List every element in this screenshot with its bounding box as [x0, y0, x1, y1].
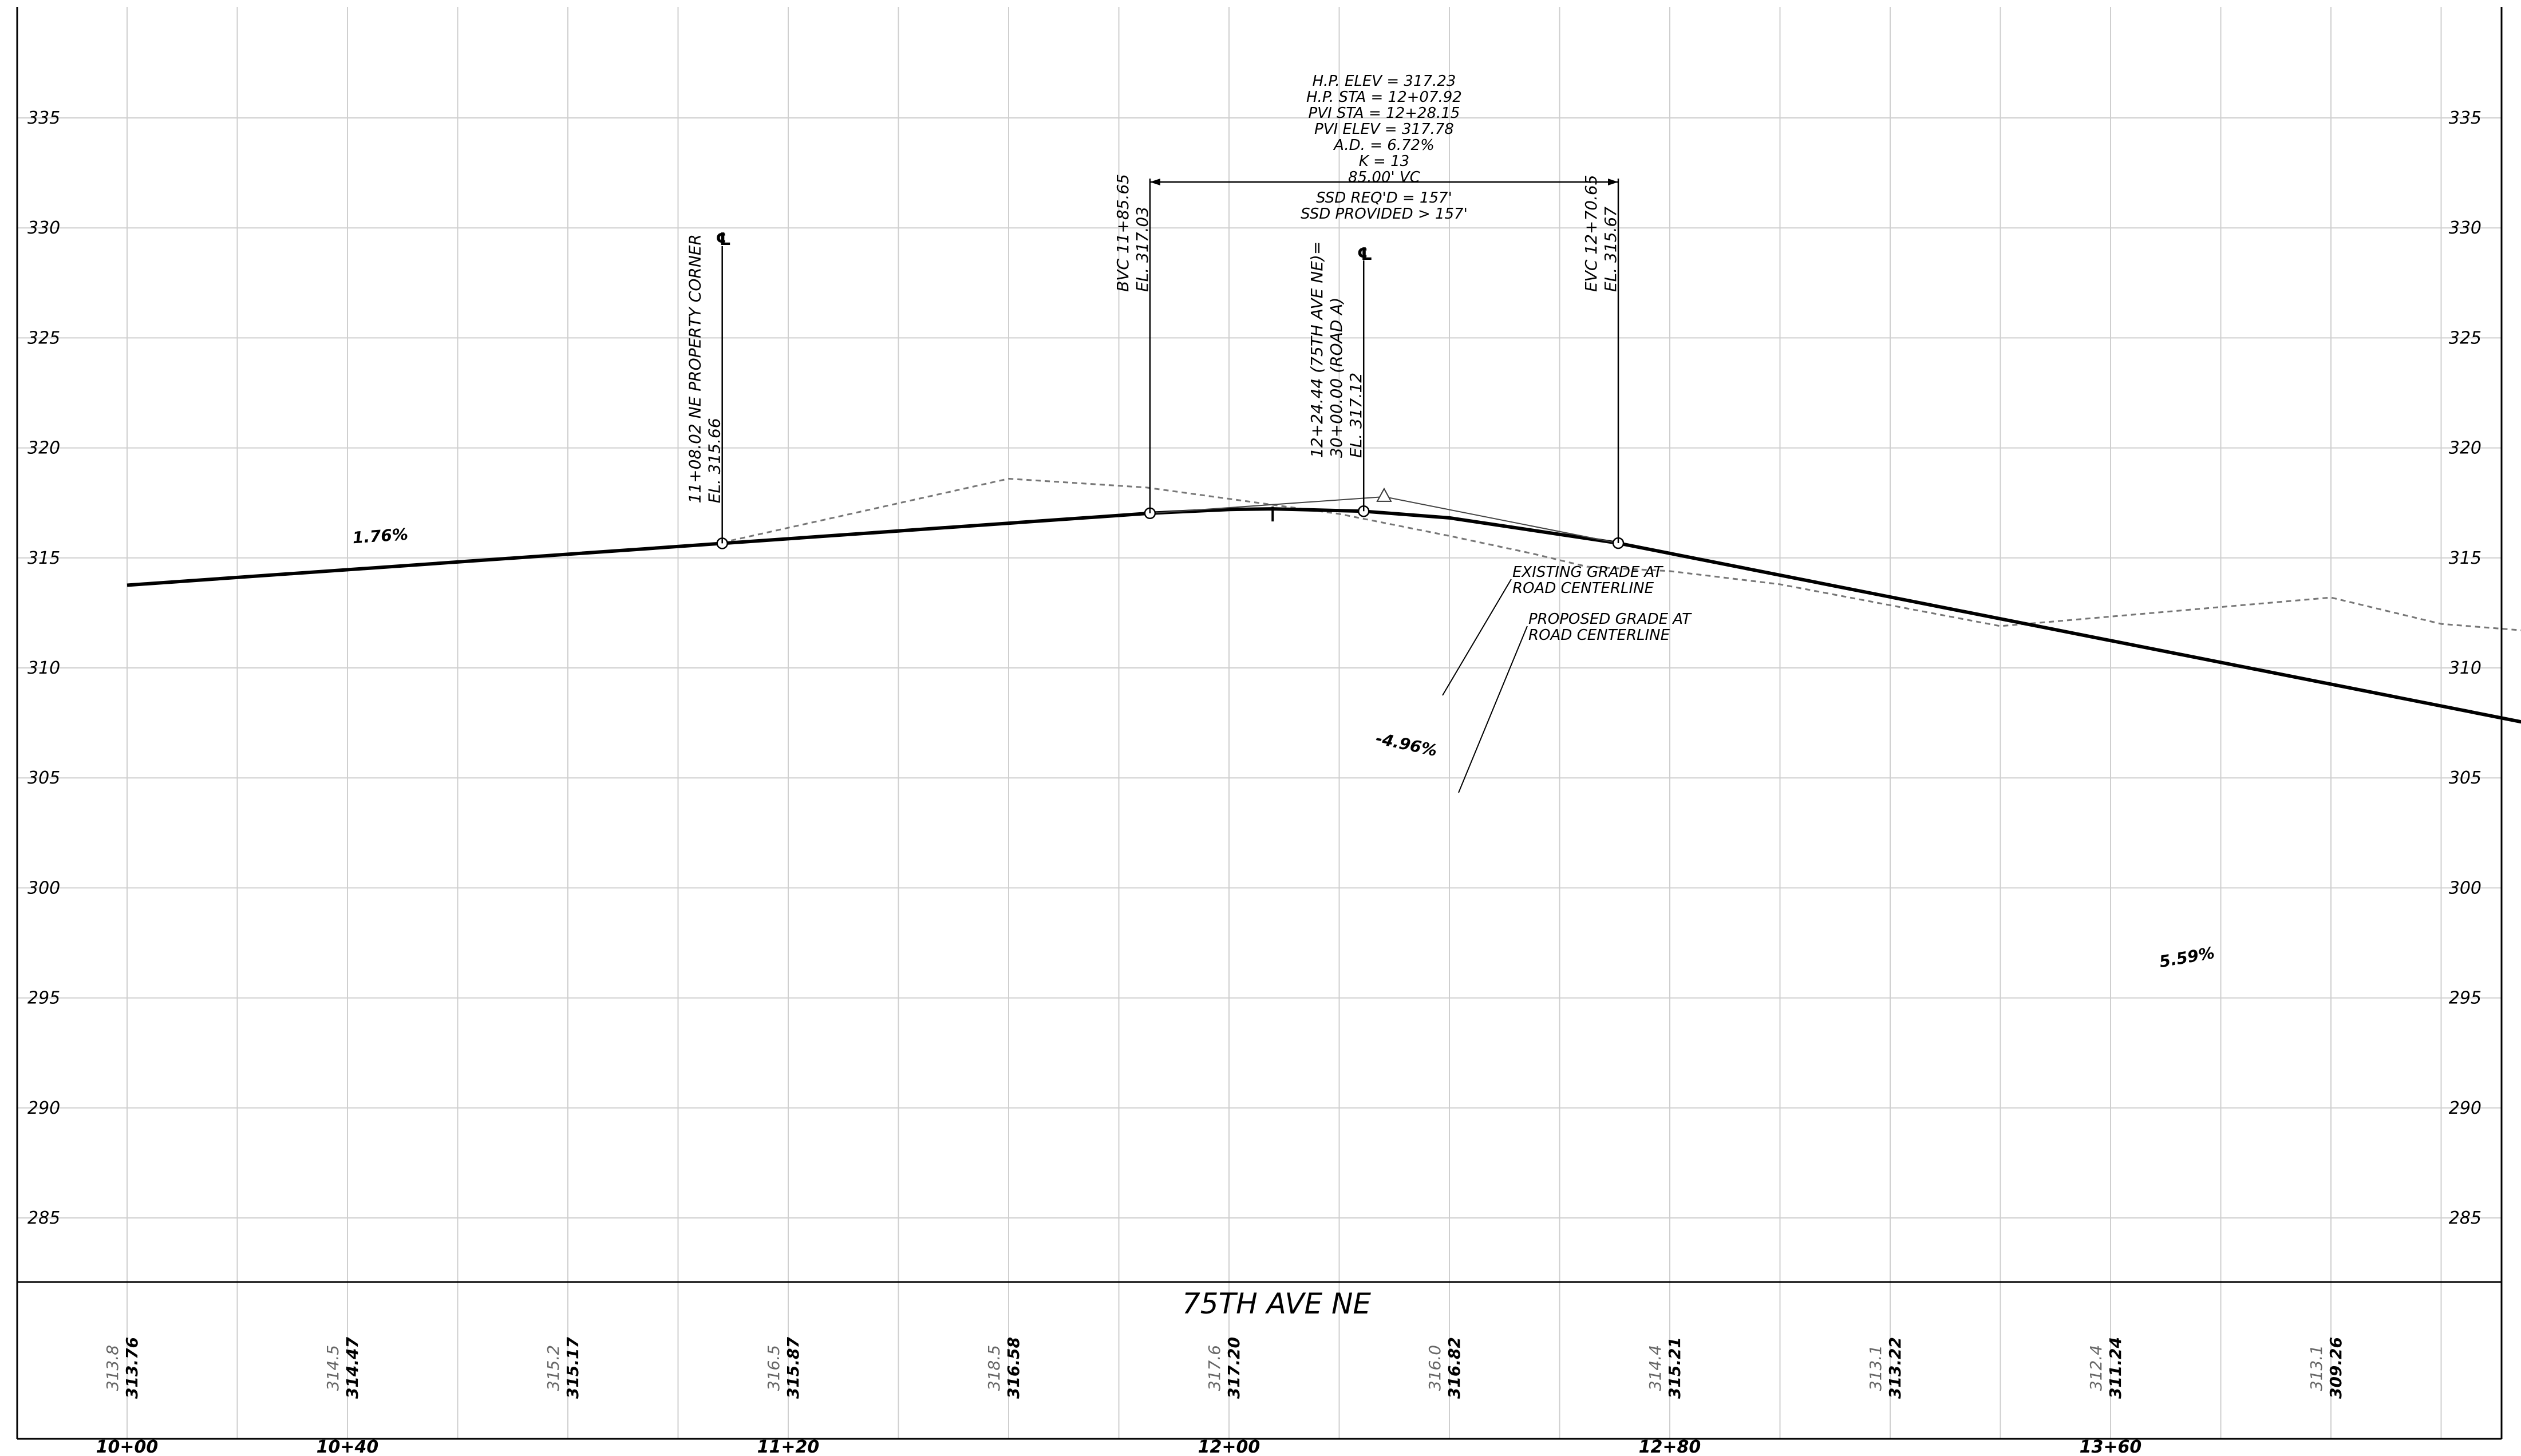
proposed-grade: [127, 487, 2521, 724]
proposed-grade-legend: PROPOSED GRADE AT: [1528, 611, 1692, 628]
elevation-label-right: 295: [2449, 988, 2482, 1008]
existing-grade-legend: ROAD CENTERLINE: [1512, 580, 1654, 597]
existing-elevation-value: 316.0: [1425, 1345, 1444, 1391]
property-corner-label: 11+08.02 NE PROPERTY CORNER: [686, 234, 705, 503]
dimension-arrow: [1149, 179, 1160, 185]
elevation-label-left: 290: [27, 1098, 60, 1118]
existing-grade: [722, 477, 2521, 631]
station-label: 12+80: [1639, 1437, 1701, 1456]
pvi-triangle-marker: [1376, 487, 1392, 502]
elevation-table: 313.8 313.76 314.5 314.47 315.2 315.17 316.5 31…: [103, 1336, 2345, 1399]
dimension-arrow: [1608, 179, 1619, 185]
crest-curve-info-line: PVI STA = 12+28.15: [1309, 105, 1460, 122]
existing-elevation-value: 313.1: [2307, 1345, 2326, 1391]
elevation-label-left: 330: [27, 218, 60, 238]
crest-curve-info-line: K = 13: [1359, 153, 1409, 170]
elevation-label-right: 290: [2449, 1098, 2482, 1118]
existing-grade-leader: [1442, 579, 1512, 696]
evc1-label: EVC 12+70.65: [1582, 175, 1601, 292]
proposed-elevation-value: 315.17: [563, 1336, 582, 1399]
existing-grade-line: [722, 477, 2521, 631]
proposed-elevation-value: 316.58: [1004, 1337, 1023, 1399]
proposed-elevation-value: 316.82: [1445, 1337, 1464, 1399]
existing-elevation-value: 314.5: [323, 1345, 342, 1391]
elevation-label-left: 285: [27, 1208, 60, 1228]
proposed-elevation-value: 315.87: [784, 1336, 803, 1399]
station-label: 10+40: [317, 1437, 379, 1456]
existing-elevation-value: 312.4: [2087, 1345, 2105, 1391]
bvc1-label: BVC 11+85.65: [1113, 174, 1132, 292]
grade-label-2: -4.96%: [1374, 729, 1439, 760]
crest-curve-info-line: PVI ELEV = 317.78: [1314, 121, 1454, 138]
proposed-elevation-value: 309.26: [2326, 1337, 2345, 1399]
proposed-elevation-value: 313.76: [123, 1337, 141, 1399]
crest-curve-info-line: 85.00' VC: [1348, 169, 1421, 186]
intersection-a-label: 30+00.00 (ROAD A): [1327, 298, 1346, 458]
proposed-elevation-value: 313.22: [1886, 1337, 1904, 1399]
elevation-label-left: 310: [27, 658, 60, 678]
station-label: 11+20: [757, 1437, 820, 1456]
existing-elevation-value: 316.5: [764, 1345, 783, 1391]
existing-elevation-value: 318.5: [985, 1345, 1003, 1391]
elevation-label-left: 300: [27, 878, 60, 898]
proposed-elevation-value: 314.47: [343, 1336, 362, 1399]
existing-grade-legend: EXISTING GRADE AT: [1512, 564, 1663, 581]
crest-curve-info-line: H.P. ELEV = 317.23: [1313, 73, 1456, 90]
centerline-symbol: ℄: [1357, 244, 1373, 264]
crest-curve-info-line: A.D. = 6.72%: [1333, 137, 1435, 154]
proposed-elevation-value: 317.20: [1224, 1337, 1243, 1399]
station-label: 13+60: [2080, 1437, 2142, 1456]
elevation-axis: 335 335 330 330 325 325 320 320 315 315 310 310 305 3…: [27, 108, 2482, 1228]
intersection-a-label: EL. 317.12: [1346, 373, 1365, 458]
elevation-label-left: 325: [27, 328, 60, 348]
property-corner-label: EL. 315.66: [705, 418, 724, 503]
elevation-label-left: 295: [27, 988, 60, 1008]
elevation-label-right: 325: [2449, 328, 2482, 348]
elevation-label-right: 330: [2449, 218, 2482, 238]
station-label: 14+40: [2520, 1437, 2521, 1456]
existing-elevation-value: 313.1: [1866, 1345, 1885, 1391]
profile-title: 75TH AVE NE: [1182, 1287, 1371, 1320]
existing-elevation-value: 315.2: [544, 1345, 563, 1391]
grade-label-1: 1.76%: [352, 525, 409, 548]
elevation-label-right: 320: [2449, 438, 2482, 458]
crest-tangent-extension: [1149, 496, 1619, 544]
elevation-label-right: 310: [2449, 658, 2482, 678]
proposed-grade-line: [127, 507, 2521, 724]
elevation-label-right: 285: [2449, 1208, 2482, 1228]
proposed-elevation-value: 311.24: [2106, 1337, 2125, 1399]
centerline-symbol: ℄: [716, 230, 731, 250]
elevation-label-right: 335: [2449, 108, 2482, 128]
existing-elevation-value: 313.8: [103, 1345, 122, 1391]
station-label: 10+00: [96, 1437, 159, 1456]
elevation-label-right: 315: [2449, 548, 2482, 568]
crest-curve-info-line: H.P. STA = 12+07.92: [1306, 89, 1462, 106]
station-label: 12+00: [1198, 1437, 1260, 1456]
elevation-label-left: 320: [27, 438, 60, 458]
elevation-label-left: 305: [27, 768, 60, 788]
proposed-grade-legend: ROAD CENTERLINE: [1528, 627, 1670, 644]
elevation-label-left: 335: [27, 108, 60, 128]
callouts: ℄ 11+08.02 NE PROPERTY CORNER EL. 315.66 BV…: [352, 73, 2216, 971]
existing-elevation-value: 314.4: [1646, 1345, 1665, 1391]
bvc1-label: EL. 317.03: [1133, 207, 1152, 292]
proposed-grade-leader: [1458, 626, 1528, 793]
elevation-label-left: 315: [27, 548, 60, 568]
sheet-frame: [16, 7, 2503, 1440]
grid: [17, 7, 2502, 1439]
existing-elevation-value: 317.6: [1205, 1345, 1224, 1391]
elevation-label-right: 300: [2449, 878, 2482, 898]
proposed-elevation-value: 315.21: [1665, 1337, 1684, 1399]
ssd-provided-label: SSD PROVIDED > 157': [1301, 205, 1468, 223]
evc1-label: EL. 315.67: [1601, 207, 1620, 292]
station-axis: 10+0010+4011+2012+0012+8013+6014+4015+20…: [96, 1437, 2521, 1456]
elevation-label-right: 305: [2449, 768, 2482, 788]
intersection-a-label: 12+24.44 (75TH AVE NE)=: [1307, 242, 1326, 458]
ssd-required-label: SSD REQ'D = 157': [1316, 189, 1452, 207]
grade-label-3: 5.59%: [2158, 943, 2216, 971]
